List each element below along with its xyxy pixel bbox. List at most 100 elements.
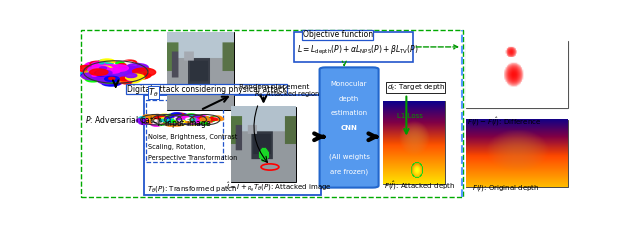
- Circle shape: [114, 74, 121, 77]
- Circle shape: [134, 72, 145, 76]
- Circle shape: [185, 117, 188, 118]
- Circle shape: [169, 116, 177, 119]
- Circle shape: [158, 119, 163, 121]
- Circle shape: [184, 120, 186, 121]
- Circle shape: [106, 68, 120, 73]
- Circle shape: [112, 65, 128, 71]
- Circle shape: [166, 122, 175, 125]
- Circle shape: [154, 120, 164, 123]
- Circle shape: [122, 75, 125, 77]
- Circle shape: [147, 119, 157, 123]
- Circle shape: [119, 73, 122, 74]
- Circle shape: [173, 121, 179, 123]
- Circle shape: [195, 117, 205, 120]
- Circle shape: [200, 122, 207, 124]
- Circle shape: [92, 74, 104, 78]
- Circle shape: [127, 66, 136, 70]
- Circle shape: [123, 66, 138, 72]
- Circle shape: [168, 119, 170, 120]
- Circle shape: [92, 71, 100, 74]
- Circle shape: [168, 118, 177, 122]
- Circle shape: [198, 119, 203, 121]
- Text: (All weights: (All weights: [328, 154, 369, 160]
- Circle shape: [172, 118, 182, 122]
- Circle shape: [170, 120, 180, 124]
- Circle shape: [162, 120, 169, 122]
- Circle shape: [151, 123, 161, 126]
- Circle shape: [145, 116, 150, 118]
- Circle shape: [200, 120, 203, 121]
- Circle shape: [121, 66, 139, 72]
- Circle shape: [164, 122, 168, 123]
- Circle shape: [210, 120, 214, 121]
- Circle shape: [175, 113, 184, 116]
- Circle shape: [125, 74, 137, 78]
- Circle shape: [165, 117, 169, 119]
- Circle shape: [161, 119, 172, 122]
- Circle shape: [188, 115, 198, 119]
- Circle shape: [123, 60, 136, 65]
- Circle shape: [124, 71, 132, 74]
- Circle shape: [108, 77, 122, 82]
- Circle shape: [175, 119, 184, 122]
- Circle shape: [139, 117, 145, 119]
- Circle shape: [145, 118, 148, 119]
- Circle shape: [129, 72, 135, 74]
- Circle shape: [176, 116, 183, 118]
- Circle shape: [181, 119, 191, 122]
- Circle shape: [107, 70, 113, 72]
- Circle shape: [178, 121, 182, 122]
- Circle shape: [103, 65, 114, 69]
- Circle shape: [181, 115, 188, 117]
- Circle shape: [134, 74, 148, 79]
- Circle shape: [136, 73, 151, 78]
- Circle shape: [159, 119, 170, 122]
- Circle shape: [120, 79, 127, 81]
- Circle shape: [100, 79, 111, 83]
- Circle shape: [188, 122, 193, 123]
- Circle shape: [178, 117, 182, 119]
- Circle shape: [177, 117, 186, 121]
- Circle shape: [214, 117, 218, 118]
- Circle shape: [154, 117, 164, 120]
- Circle shape: [175, 117, 186, 120]
- Circle shape: [115, 76, 134, 83]
- FancyBboxPatch shape: [319, 67, 379, 188]
- Circle shape: [82, 73, 102, 80]
- Circle shape: [145, 120, 147, 121]
- Circle shape: [148, 117, 155, 119]
- Circle shape: [173, 118, 182, 122]
- Bar: [466, 41, 568, 108]
- Circle shape: [188, 119, 193, 120]
- Circle shape: [175, 116, 181, 118]
- Circle shape: [204, 120, 209, 122]
- Circle shape: [184, 122, 188, 123]
- Circle shape: [186, 117, 192, 119]
- Circle shape: [198, 120, 201, 121]
- Circle shape: [98, 71, 120, 79]
- Circle shape: [198, 119, 208, 123]
- Circle shape: [188, 119, 191, 121]
- Circle shape: [154, 117, 161, 119]
- Circle shape: [168, 120, 173, 122]
- Text: $F(I)$: Original depth: $F(I)$: Original depth: [472, 183, 540, 193]
- Circle shape: [115, 67, 118, 68]
- Circle shape: [166, 119, 174, 122]
- Circle shape: [108, 68, 125, 74]
- Circle shape: [168, 124, 170, 125]
- Circle shape: [159, 120, 167, 122]
- Circle shape: [197, 120, 200, 121]
- Circle shape: [169, 122, 173, 123]
- Circle shape: [160, 121, 168, 123]
- Circle shape: [201, 117, 209, 120]
- Circle shape: [99, 69, 118, 76]
- Circle shape: [85, 62, 102, 68]
- Circle shape: [176, 118, 181, 120]
- Circle shape: [188, 120, 196, 123]
- Circle shape: [157, 122, 161, 123]
- Circle shape: [171, 117, 182, 121]
- Circle shape: [177, 113, 188, 117]
- Circle shape: [104, 78, 118, 83]
- Circle shape: [200, 118, 211, 122]
- Circle shape: [93, 65, 99, 67]
